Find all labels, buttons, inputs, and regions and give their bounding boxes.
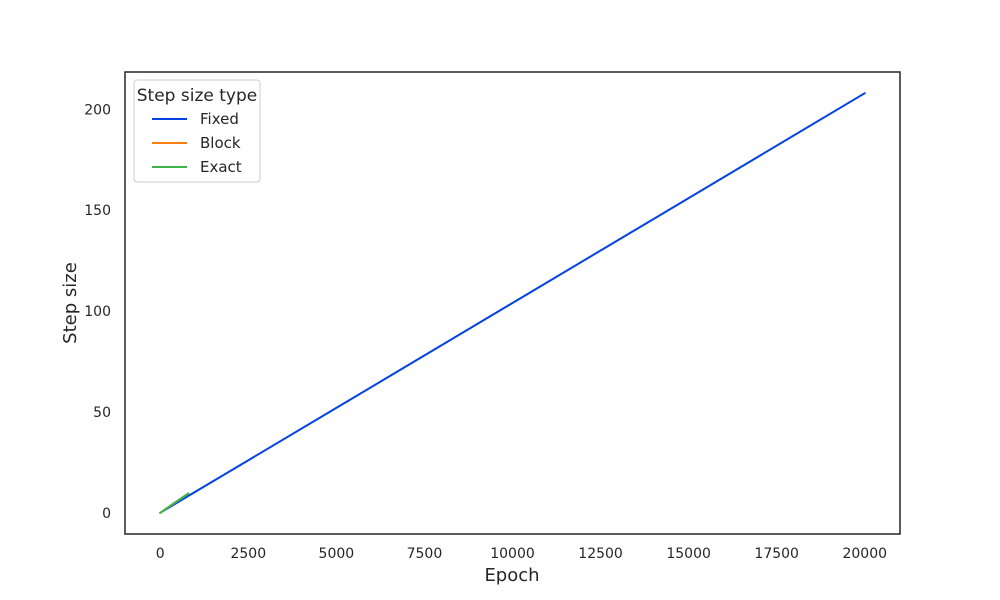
- legend-box: [133, 79, 261, 183]
- series-line-fixed: [159, 92, 866, 514]
- x-tick-label: 12500: [578, 546, 623, 562]
- legend-label-block: Block: [200, 134, 241, 152]
- y-axis-label: Step size: [60, 262, 81, 344]
- legend-items: Fixed Block Exact: [152, 110, 242, 176]
- x-tick-label: 0: [156, 546, 165, 562]
- y-tick-label: 200: [84, 102, 111, 118]
- x-tick-labels: 0 2500 5000 7500 10000 12500 15000 17500 20000: [156, 546, 887, 562]
- legend-label-fixed: Fixed: [200, 110, 239, 128]
- y-tick-label: 0: [102, 506, 111, 522]
- y-tick-label: 50: [93, 405, 111, 421]
- legend-label-exact: Exact: [200, 158, 242, 176]
- y-tick-labels: 0 50 100 150 200: [84, 102, 111, 521]
- x-tick-label: 10000: [490, 546, 535, 562]
- y-tick-label: 150: [84, 203, 111, 219]
- x-tick-label: 20000: [842, 546, 887, 562]
- legend: Step size type Fixed Block Exact: [133, 79, 261, 183]
- series-lines: [159, 92, 866, 514]
- y-tick-label: 100: [84, 304, 111, 320]
- plot-frame: [124, 71, 901, 535]
- series-line-exact: [159, 492, 190, 514]
- x-tick-label: 17500: [754, 546, 799, 562]
- x-axis-label: Epoch: [484, 565, 539, 586]
- x-tick-label: 7500: [407, 546, 443, 562]
- x-tick-label: 5000: [319, 546, 355, 562]
- x-tick-label: 15000: [666, 546, 711, 562]
- x-tick-label: 2500: [230, 546, 266, 562]
- legend-title: Step size type: [137, 86, 257, 106]
